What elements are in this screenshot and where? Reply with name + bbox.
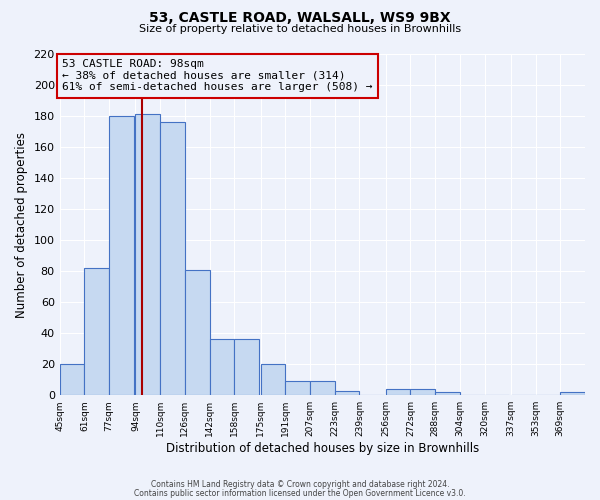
Bar [109, 116, 134, 395]
Bar [386, 389, 410, 395]
Bar [234, 340, 259, 395]
Bar [310, 381, 335, 395]
Bar [260, 364, 285, 395]
X-axis label: Distribution of detached houses by size in Brownhills: Distribution of detached houses by size … [166, 442, 479, 455]
Bar [285, 381, 310, 395]
Bar [209, 340, 234, 395]
Text: Contains public sector information licensed under the Open Government Licence v3: Contains public sector information licen… [134, 488, 466, 498]
Bar [410, 389, 435, 395]
Bar [435, 392, 460, 395]
Text: Contains HM Land Registry data © Crown copyright and database right 2024.: Contains HM Land Registry data © Crown c… [151, 480, 449, 489]
Text: 53 CASTLE ROAD: 98sqm
← 38% of detached houses are smaller (314)
61% of semi-det: 53 CASTLE ROAD: 98sqm ← 38% of detached … [62, 59, 373, 92]
Bar [85, 268, 109, 395]
Bar [59, 364, 85, 395]
Bar [335, 390, 359, 395]
Y-axis label: Number of detached properties: Number of detached properties [15, 132, 28, 318]
Bar [160, 122, 185, 395]
Text: 53, CASTLE ROAD, WALSALL, WS9 9BX: 53, CASTLE ROAD, WALSALL, WS9 9BX [149, 11, 451, 25]
Bar [185, 270, 209, 395]
Text: Size of property relative to detached houses in Brownhills: Size of property relative to detached ho… [139, 24, 461, 34]
Bar [560, 392, 585, 395]
Bar [136, 114, 160, 395]
